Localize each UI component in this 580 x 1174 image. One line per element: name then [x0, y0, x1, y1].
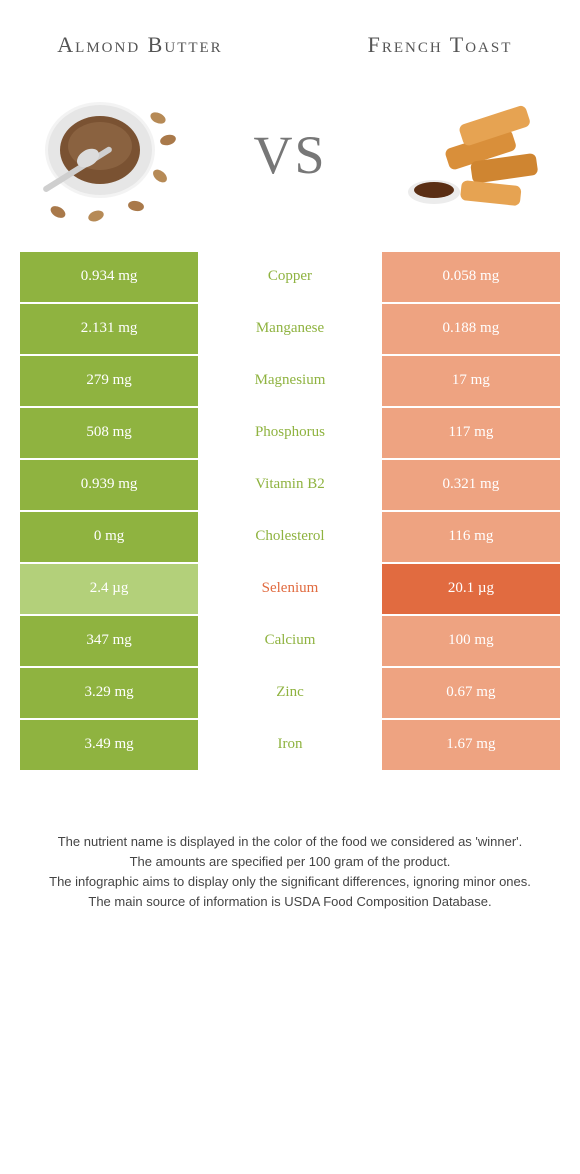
nutrient-label: Selenium — [198, 564, 382, 614]
nutrient-label: Vitamin B2 — [198, 460, 382, 510]
right-value: 20.1 µg — [382, 564, 560, 614]
left-value: 508 mg — [20, 408, 198, 458]
nutrient-label: Calcium — [198, 616, 382, 666]
left-value: 3.49 mg — [20, 720, 198, 770]
left-food-image — [30, 80, 180, 230]
table-row: 3.49 mgIron1.67 mg — [20, 720, 560, 770]
right-value: 100 mg — [382, 616, 560, 666]
right-value: 0.321 mg — [382, 460, 560, 510]
left-value: 2.4 µg — [20, 564, 198, 614]
table-row: 279 mgMagnesium17 mg — [20, 356, 560, 406]
table-row: 2.4 µgSelenium20.1 µg — [20, 564, 560, 614]
left-value: 0 mg — [20, 512, 198, 562]
comparison-table: 0.934 mgCopper0.058 mg2.131 mgManganese0… — [20, 250, 560, 772]
footnotes: The nutrient name is displayed in the co… — [0, 772, 580, 953]
left-value: 0.939 mg — [20, 460, 198, 510]
nutrient-label: Cholesterol — [198, 512, 382, 562]
left-value: 2.131 mg — [20, 304, 198, 354]
footnote-line: The nutrient name is displayed in the co… — [24, 832, 556, 852]
table-row: 508 mgPhosphorus117 mg — [20, 408, 560, 458]
right-food-image — [400, 80, 550, 230]
footnote-line: The main source of information is USDA F… — [24, 892, 556, 912]
right-title: French Toast — [340, 30, 540, 60]
left-value: 279 mg — [20, 356, 198, 406]
left-value: 0.934 mg — [20, 252, 198, 302]
nutrient-label: Manganese — [198, 304, 382, 354]
right-value: 1.67 mg — [382, 720, 560, 770]
right-value: 17 mg — [382, 356, 560, 406]
table-row: 347 mgCalcium100 mg — [20, 616, 560, 666]
right-value: 0.058 mg — [382, 252, 560, 302]
table-row: 0 mgCholesterol116 mg — [20, 512, 560, 562]
title-row: Almond Butter French Toast — [20, 0, 560, 80]
table-row: 0.939 mgVitamin B20.321 mg — [20, 460, 560, 510]
right-value: 0.67 mg — [382, 668, 560, 718]
left-value: 3.29 mg — [20, 668, 198, 718]
nutrient-label: Zinc — [198, 668, 382, 718]
vs-label: VS — [253, 124, 326, 186]
footnote-line: The infographic aims to display only the… — [24, 872, 556, 892]
table-row: 2.131 mgManganese0.188 mg — [20, 304, 560, 354]
vs-row: VS — [20, 80, 560, 250]
nutrient-label: Magnesium — [198, 356, 382, 406]
left-title: Almond Butter — [40, 30, 240, 60]
table-row: 3.29 mgZinc0.67 mg — [20, 668, 560, 718]
left-value: 347 mg — [20, 616, 198, 666]
nutrient-label: Phosphorus — [198, 408, 382, 458]
nutrient-label: Copper — [198, 252, 382, 302]
right-value: 116 mg — [382, 512, 560, 562]
footnote-line: The amounts are specified per 100 gram o… — [24, 852, 556, 872]
right-value: 0.188 mg — [382, 304, 560, 354]
right-value: 117 mg — [382, 408, 560, 458]
nutrient-label: Iron — [198, 720, 382, 770]
table-row: 0.934 mgCopper0.058 mg — [20, 252, 560, 302]
